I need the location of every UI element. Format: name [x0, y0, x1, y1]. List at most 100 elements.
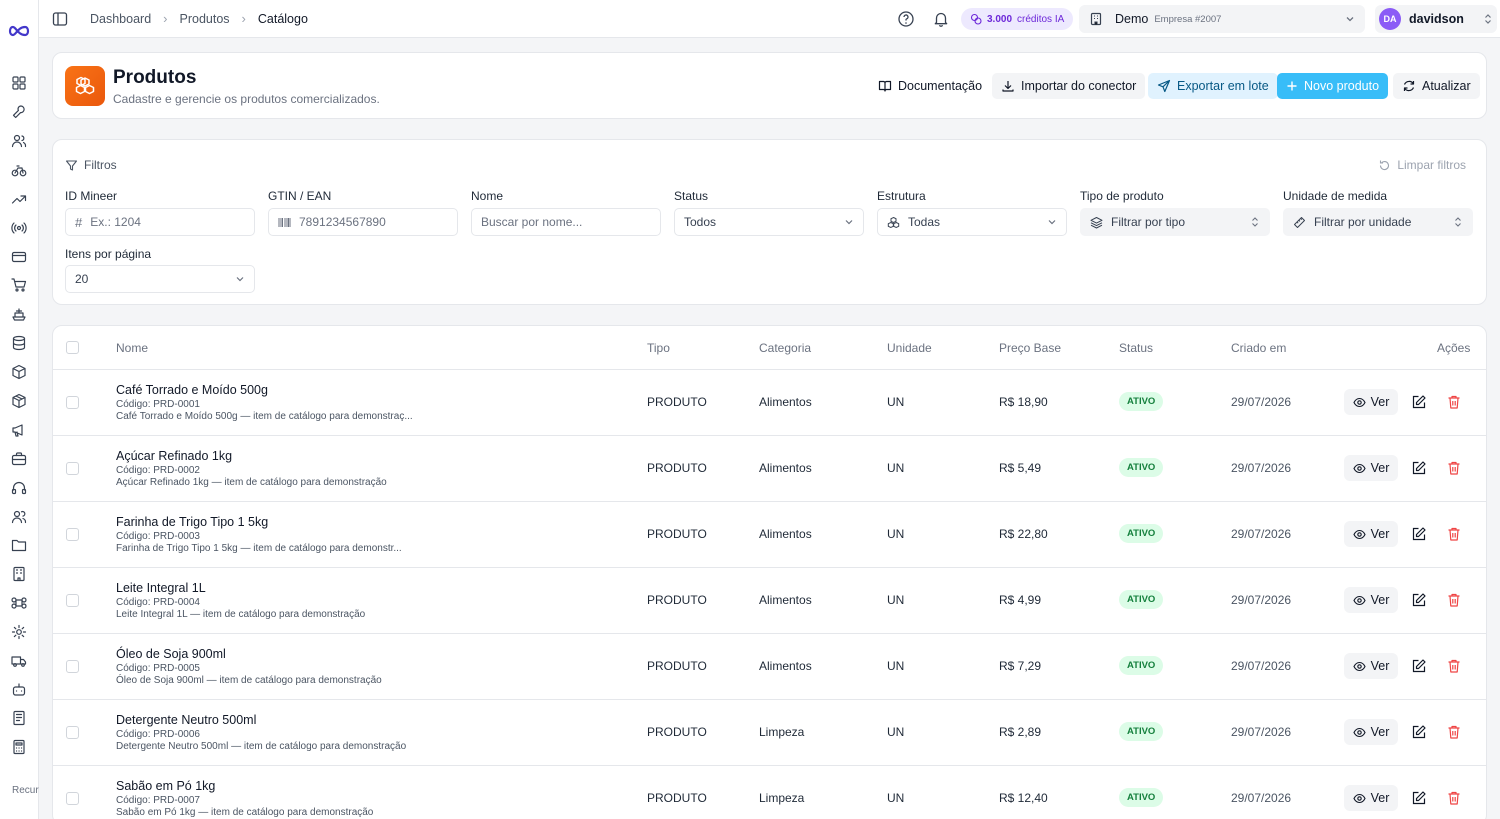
product-name[interactable]: Farinha de Trigo Tipo 1 5kg — [116, 515, 269, 529]
trending-icon[interactable] — [11, 191, 27, 207]
organization-selector[interactable]: Demo Empresa #2007 — [1079, 5, 1365, 33]
table-row[interactable]: Açúcar Refinado 1kg Código: PRD-0002 Açúca… — [53, 435, 1486, 501]
cart-icon[interactable] — [11, 277, 27, 293]
name-filter-input[interactable]: Buscar por nome... — [471, 208, 661, 236]
product-name[interactable]: Leite Integral 1L — [116, 581, 206, 595]
view-button[interactable]: Ver — [1344, 785, 1398, 811]
receipt-icon[interactable] — [11, 710, 27, 726]
megaphone-icon[interactable] — [11, 422, 27, 438]
trash-icon[interactable] — [1446, 592, 1462, 608]
breadcrumb-dashboard[interactable]: Dashboard — [90, 11, 152, 26]
edit-icon[interactable] — [1411, 394, 1427, 410]
trash-icon[interactable] — [1446, 658, 1462, 674]
row-checkbox[interactable] — [66, 594, 79, 607]
ai-credits-badge[interactable]: 3.000 créditos IA — [961, 8, 1074, 30]
headset-icon[interactable] — [11, 480, 27, 496]
row-checkbox[interactable] — [66, 528, 79, 541]
products-table: Nome Tipo Categoria Unidade Preço Base S… — [52, 325, 1487, 819]
box-icon[interactable] — [11, 364, 27, 380]
gtin-filter-input[interactable]: 7891234567890 — [268, 208, 458, 236]
view-button[interactable]: Ver — [1344, 389, 1398, 415]
table-row[interactable]: Café Torrado e Moído 500g Código: PRD-000… — [53, 369, 1486, 435]
briefcase-icon[interactable] — [11, 451, 27, 467]
trash-icon[interactable] — [1446, 724, 1462, 740]
package-icon[interactable] — [11, 393, 27, 409]
unit-filter-select[interactable]: Filtrar por unidade — [1283, 208, 1473, 236]
users-icon[interactable] — [11, 133, 27, 149]
row-checkbox[interactable] — [66, 660, 79, 673]
settings-icon[interactable] — [11, 624, 27, 640]
product-name[interactable]: Sabão em Pó 1kg — [116, 779, 216, 793]
product-name-cell: Leite Integral 1L Código: PRD-0004 Leite I… — [116, 581, 365, 620]
product-name[interactable]: Açúcar Refinado 1kg — [116, 449, 233, 463]
row-checkbox[interactable] — [66, 396, 79, 409]
refresh-button[interactable]: Atualizar — [1393, 73, 1480, 99]
view-button[interactable]: Ver — [1344, 521, 1398, 547]
id-filter-input[interactable]: # Ex.: 1204 — [65, 208, 255, 236]
edit-icon[interactable] — [1411, 460, 1427, 476]
user-group-icon[interactable] — [11, 509, 27, 525]
bell-icon[interactable] — [932, 10, 950, 28]
product-name[interactable]: Detergente Neutro 500ml — [116, 713, 257, 727]
calculator-icon[interactable] — [11, 739, 27, 755]
trash-icon[interactable] — [1446, 790, 1462, 806]
edit-icon[interactable] — [1411, 658, 1427, 674]
column-header-type[interactable]: Tipo — [647, 341, 670, 355]
column-header-name[interactable]: Nome — [116, 341, 149, 355]
building-icon[interactable] — [11, 566, 27, 582]
user-menu[interactable]: DA davidson — [1375, 5, 1497, 33]
column-header-created[interactable]: Criado em — [1231, 341, 1287, 355]
column-header-price[interactable]: Preço Base — [999, 341, 1062, 355]
trash-icon[interactable] — [1446, 460, 1462, 476]
row-checkbox[interactable] — [66, 726, 79, 739]
help-icon[interactable] — [897, 10, 915, 28]
status-filter-select[interactable]: Todos — [674, 208, 864, 236]
table-row[interactable]: Leite Integral 1L Código: PRD-0004 Leite I… — [53, 567, 1486, 633]
command-icon[interactable] — [11, 595, 27, 611]
view-button[interactable]: Ver — [1344, 719, 1398, 745]
trash-icon[interactable] — [1446, 394, 1462, 410]
wrench-icon[interactable] — [11, 104, 27, 120]
view-button[interactable]: Ver — [1344, 587, 1398, 613]
clear-filters-button[interactable]: Limpar filtros — [1378, 158, 1466, 172]
view-button[interactable]: Ver — [1344, 653, 1398, 679]
type-filter-select[interactable]: Filtrar por tipo — [1080, 208, 1270, 236]
column-header-category[interactable]: Categoria — [759, 341, 812, 355]
table-row[interactable]: Detergente Neutro 500ml Código: PRD-0006 D… — [53, 699, 1486, 765]
table-row[interactable]: Sabão em Pó 1kg Código: PRD-0007 Sabão em … — [53, 765, 1486, 819]
antenna-icon[interactable] — [11, 220, 27, 236]
column-header-actions: Ações — [1437, 341, 1471, 355]
documentation-button[interactable]: Documentação — [869, 73, 991, 99]
edit-icon[interactable] — [1411, 592, 1427, 608]
column-header-status[interactable]: Status — [1119, 341, 1154, 355]
credit-card-icon[interactable] — [11, 249, 27, 265]
view-button[interactable]: Ver — [1344, 455, 1398, 481]
trash-icon[interactable] — [1446, 526, 1462, 542]
truck-icon[interactable] — [11, 653, 27, 669]
row-checkbox[interactable] — [66, 792, 79, 805]
sidebar-toggle-icon[interactable] — [52, 11, 68, 27]
product-name[interactable]: Café Torrado e Moído 500g — [116, 383, 268, 397]
brand-logo[interactable] — [7, 22, 31, 40]
select-all-checkbox[interactable] — [66, 341, 79, 354]
table-row[interactable]: Óleo de Soja 900ml Código: PRD-0005 Óleo d… — [53, 633, 1486, 699]
structure-filter-select[interactable]: Todas — [877, 208, 1067, 236]
column-header-unit[interactable]: Unidade — [887, 341, 932, 355]
ship-icon[interactable] — [11, 306, 27, 322]
edit-icon[interactable] — [1411, 790, 1427, 806]
import-connector-button[interactable]: Importar do conector — [992, 73, 1146, 99]
table-row[interactable]: Farinha de Trigo Tipo 1 5kg Código: PRD-0… — [53, 501, 1486, 567]
per-page-select[interactable]: 20 — [65, 265, 255, 293]
database-icon[interactable] — [11, 335, 27, 351]
edit-icon[interactable] — [1411, 724, 1427, 740]
dashboard-icon[interactable] — [11, 75, 27, 91]
folder-icon[interactable] — [11, 537, 27, 553]
row-checkbox[interactable] — [66, 462, 79, 475]
export-batch-button[interactable]: Exportar em lote — [1148, 73, 1278, 99]
edit-icon[interactable] — [1411, 526, 1427, 542]
new-product-button[interactable]: Novo produto — [1277, 73, 1389, 99]
bot-icon[interactable] — [11, 682, 27, 698]
product-name[interactable]: Óleo de Soja 900ml — [116, 647, 226, 661]
breadcrumb-produtos[interactable]: Produtos — [179, 11, 230, 26]
bike-icon[interactable] — [11, 162, 27, 178]
